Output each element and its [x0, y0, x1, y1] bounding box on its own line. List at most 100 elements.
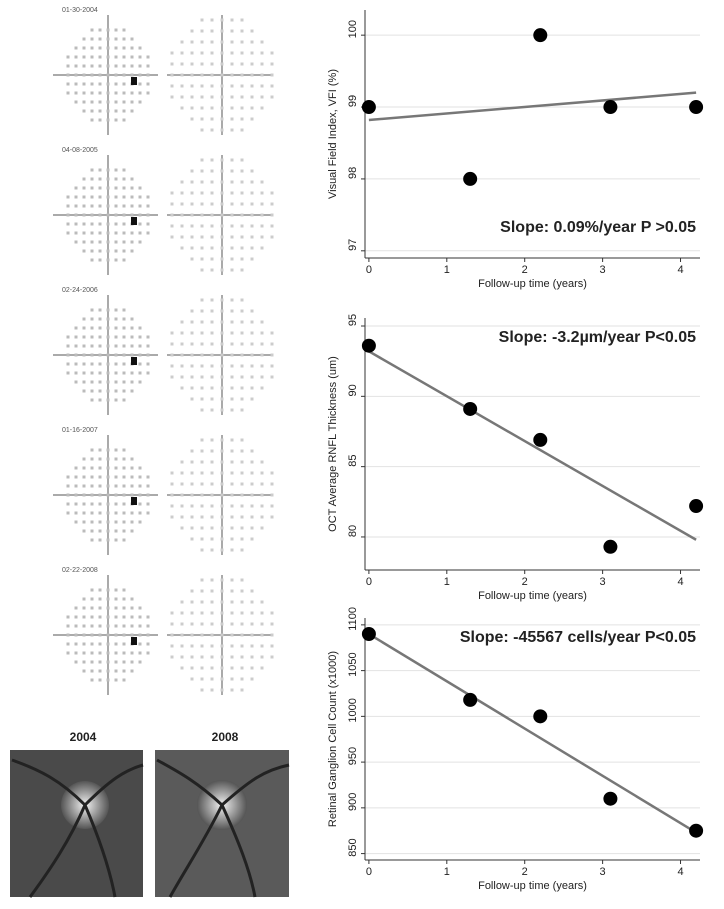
field-point: [82, 371, 86, 375]
field-point: [122, 615, 126, 619]
field-point: [74, 651, 78, 655]
field-point: [90, 642, 94, 646]
field-point: [66, 362, 70, 366]
field-point: [170, 611, 174, 615]
field-point: [74, 484, 78, 488]
field-point: [130, 46, 134, 50]
field-point: [114, 597, 118, 601]
field-point: [138, 204, 142, 208]
y-tick-label: 100: [347, 20, 359, 38]
field-point: [200, 449, 204, 453]
field-point: [240, 213, 244, 217]
field-point: [260, 235, 264, 239]
field-point: [210, 235, 214, 239]
field-point: [90, 520, 94, 524]
field-point: [98, 258, 102, 262]
field-point: [122, 195, 126, 199]
field-point: [220, 526, 224, 530]
field-point: [230, 117, 234, 121]
field-point: [210, 460, 214, 464]
field-point: [138, 73, 142, 77]
field-point: [220, 364, 224, 368]
field-point: [180, 364, 184, 368]
field-point: [146, 484, 150, 488]
field-point: [98, 493, 102, 497]
field-point: [270, 364, 274, 368]
field-point: [210, 342, 214, 346]
field-point: [230, 515, 234, 519]
field-point: [98, 308, 102, 312]
field-point: [106, 588, 110, 592]
field-point: [114, 353, 118, 357]
field-point: [200, 95, 204, 99]
field-point: [66, 55, 70, 59]
field-point: [114, 371, 118, 375]
annotation: Slope: 0.09%/year P >0.05: [500, 219, 696, 236]
field-point: [122, 475, 126, 479]
field-point: [190, 493, 194, 497]
field-point: [190, 331, 194, 335]
field-point: [250, 504, 254, 508]
field-point: [260, 655, 264, 659]
field-point: [240, 342, 244, 346]
field-point: [82, 82, 86, 86]
field-point: [260, 600, 264, 604]
field-point: [200, 515, 204, 519]
field-point: [270, 224, 274, 228]
field-point: [270, 375, 274, 379]
field-point: [114, 588, 118, 592]
field-point: [106, 213, 110, 217]
field-point: [220, 622, 224, 626]
field-point: [190, 471, 194, 475]
field-point: [210, 224, 214, 228]
field-point: [240, 117, 244, 121]
field-point: [138, 511, 142, 515]
field-point: [130, 520, 134, 524]
field-point: [82, 606, 86, 610]
field-point: [230, 95, 234, 99]
field-point: [130, 177, 134, 181]
y-tick-label: 80: [347, 525, 359, 537]
field-point: [122, 588, 126, 592]
field-point: [220, 128, 224, 132]
field-point: [270, 51, 274, 55]
field-point: [220, 438, 224, 442]
field-point: [250, 633, 254, 637]
field-point: [74, 371, 78, 375]
x-tick-label: 3: [600, 866, 606, 878]
field-point: [82, 597, 86, 601]
field-point: [210, 375, 214, 379]
field-point: [230, 408, 234, 412]
point: [463, 692, 478, 707]
field-point: [122, 371, 126, 375]
fundus-2008: [155, 750, 290, 898]
field-point: [90, 362, 94, 366]
field-point: [230, 191, 234, 195]
trendline: [368, 91, 697, 122]
field-point: [240, 622, 244, 626]
field-point: [114, 231, 118, 235]
field-point: [240, 95, 244, 99]
field-point: [90, 538, 94, 542]
field-point: [270, 213, 274, 217]
field-point: [138, 186, 142, 190]
field-point: [250, 320, 254, 324]
field-point: [230, 449, 234, 453]
field-point: [200, 331, 204, 335]
field-point: [74, 380, 78, 384]
x-tick-label: 2: [522, 264, 528, 276]
field-point: [260, 482, 264, 486]
field-point: [200, 537, 204, 541]
field-point: [130, 55, 134, 59]
field-point: [90, 28, 94, 32]
field-point: [66, 633, 70, 637]
field-point: [210, 449, 214, 453]
field-point: [250, 224, 254, 228]
field-point: [114, 389, 118, 393]
field-point: [82, 213, 86, 217]
field-point: [122, 213, 126, 217]
field-point: [250, 589, 254, 593]
field-point: [200, 342, 204, 346]
field-point: [190, 40, 194, 44]
field-point: [220, 62, 224, 66]
